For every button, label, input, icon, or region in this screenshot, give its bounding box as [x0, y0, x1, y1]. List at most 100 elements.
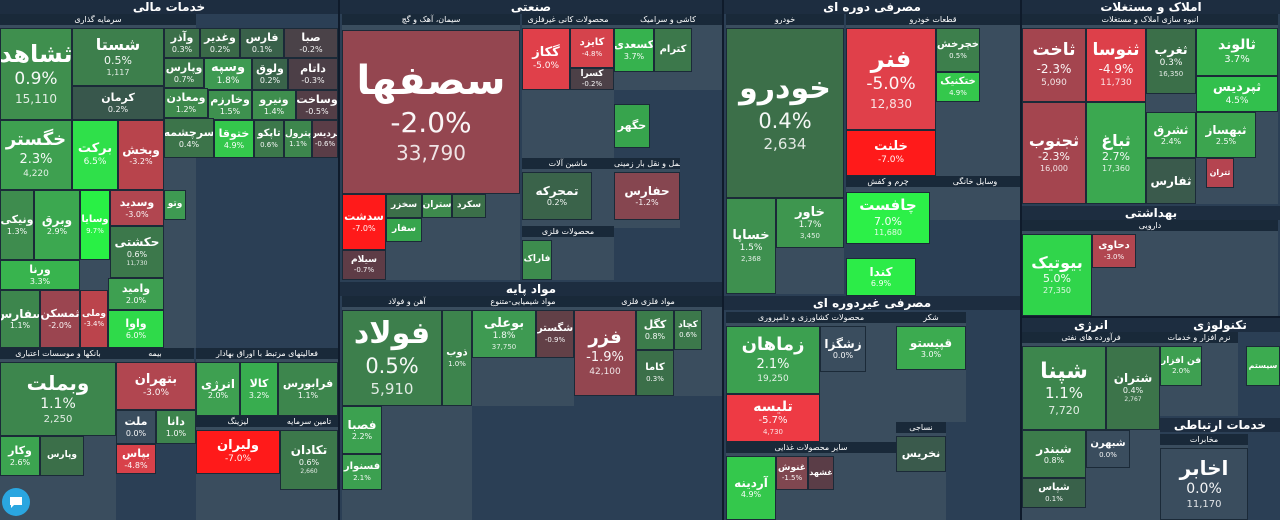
stock-tile[interactable]: کگل 0.8% — [636, 310, 674, 350]
stock-tile[interactable]: آردینه 4.9% — [726, 456, 776, 520]
stock-tile[interactable]: ومعادن 1.2% — [164, 88, 208, 118]
stock-tile[interactable]: خگستر 2.3% 4,220 — [0, 120, 72, 190]
stock-tile[interactable]: وآذر 0.3% — [164, 28, 200, 58]
stock-tile[interactable]: فارس 0.1% — [240, 28, 284, 58]
stock-tile[interactable]: وتو — [164, 190, 186, 220]
stock-tile[interactable]: وسایا 9.7% — [80, 190, 110, 260]
stock-tile[interactable]: وپارس 0.7% — [164, 58, 204, 88]
stock-tile[interactable]: ولوق 0.2% — [252, 58, 288, 90]
stock-tile[interactable]: ختکنیک 4.9% — [936, 72, 980, 102]
stock-tile[interactable]: حکشتی 0.6% 11,730 — [110, 226, 164, 278]
stock-tile[interactable]: تمحرکه 0.2% — [522, 172, 592, 220]
stock-tile[interactable]: حگهر — [614, 104, 650, 148]
stock-tile[interactable]: بتهران -3.0% — [116, 362, 196, 410]
stock-tile[interactable]: انرژی 2.0% — [196, 362, 240, 416]
stock-tile[interactable]: ثغرب 0.3% 16,350 — [1146, 28, 1196, 94]
chat-support-button[interactable] — [2, 488, 30, 516]
stock-tile[interactable]: سفار — [386, 218, 422, 242]
stock-tile[interactable]: خلنت -7.0% — [846, 130, 936, 176]
stock-tile[interactable]: سخزر — [386, 194, 422, 218]
stock-tile[interactable]: کایزد -4.8% — [570, 28, 614, 68]
stock-tile[interactable]: ثبهساز 2.5% — [1196, 112, 1256, 158]
stock-tile[interactable]: ثشاهد 0.9% 15,110 — [0, 28, 72, 120]
stock-tile[interactable]: اخابر 0.0% 11,170 — [1160, 448, 1248, 520]
stock-tile[interactable]: غنوش -1.5% — [776, 456, 808, 490]
stock-tile[interactable]: تاپکو 0.6% — [254, 120, 284, 158]
stock-tile[interactable]: بپاس -4.8% — [116, 444, 156, 474]
stock-tile[interactable]: ختوقا 4.9% — [214, 120, 254, 158]
stock-tile[interactable]: وسپه 1.8% — [204, 58, 252, 90]
stock-tile[interactable]: شتران 0.4% 2,767 — [1106, 346, 1160, 430]
stock-tile[interactable]: غشهد — [808, 456, 834, 490]
stock-tile[interactable]: دحاوی -3.0% — [1092, 234, 1136, 268]
stock-tile[interactable]: وپارس — [40, 436, 84, 476]
stock-tile[interactable]: ثباغ 2.7% 17,360 — [1086, 102, 1146, 204]
stock-tile[interactable]: ذوب 1.0% — [442, 310, 472, 406]
stock-tile[interactable]: ستران — [422, 194, 452, 218]
stock-tile[interactable]: زماهان 2.1% 19,250 — [726, 326, 820, 394]
stock-tile[interactable]: حفارس -1.2% — [614, 172, 680, 220]
stock-tile[interactable]: خچرخش 0.5% — [936, 28, 980, 72]
stock-tile[interactable]: کاما 0.3% — [636, 350, 674, 396]
stock-tile[interactable]: داتام -0.3% — [288, 58, 338, 90]
stock-tile[interactable]: سیلام -0.7% — [342, 250, 386, 280]
stock-tile[interactable]: وملی -3.4% — [80, 290, 108, 348]
stock-tile[interactable]: خاور 1.7% 3,450 — [776, 198, 844, 248]
stock-tile[interactable]: وساخت -0.5% — [296, 90, 338, 120]
stock-tile[interactable]: ونیکی 1.3% — [0, 190, 34, 260]
stock-tile[interactable]: کسرا -0.2% — [570, 68, 614, 90]
stock-tile[interactable]: کسعدی 3.7% — [614, 28, 654, 72]
stock-tile[interactable]: ثتران — [1206, 158, 1234, 188]
stock-tile[interactable]: فن افزار 2.0% — [1160, 346, 1202, 386]
stock-tile[interactable]: فنر -5.0% 12,830 — [846, 28, 936, 130]
stock-tile[interactable]: وبخش -3.2% — [118, 120, 164, 190]
stock-tile[interactable]: نخریس — [896, 436, 946, 472]
stock-tile[interactable]: کچاد 0.6% — [674, 310, 702, 350]
stock-tile[interactable]: ثمسکن -2.0% — [40, 290, 80, 348]
stock-tile[interactable]: فولاد 0.5% 5,910 — [342, 310, 442, 406]
stock-tile[interactable]: شستا 0.5% 1,117 — [72, 28, 164, 86]
stock-tile[interactable]: پترول 1.1% — [284, 120, 312, 158]
stock-tile[interactable]: کالا 3.2% — [240, 362, 278, 416]
stock-tile[interactable]: دانا 1.0% — [156, 410, 196, 444]
stock-tile[interactable]: فزر -1.9% 42,100 — [574, 310, 636, 396]
stock-tile[interactable]: ثالوند 3.7% — [1196, 28, 1278, 76]
stock-tile[interactable]: ملت 0.0% — [116, 410, 156, 444]
stock-tile[interactable]: وبملت 1.1% 2,250 — [0, 362, 116, 436]
stock-tile[interactable]: ثنوسا -4.9% 11,730 — [1086, 28, 1146, 102]
stock-tile[interactable]: سیستم — [1246, 346, 1280, 386]
stock-tile[interactable]: وسدید -3.0% — [110, 190, 164, 226]
stock-tile[interactable]: وکار 2.6% — [0, 436, 40, 476]
stock-tile[interactable]: ثجنوب -2.3% 16,000 — [1022, 102, 1086, 204]
stock-tile[interactable]: سدشت -7.0% — [342, 194, 386, 250]
stock-tile[interactable]: ثفارس — [1146, 158, 1196, 204]
stock-tile[interactable]: ثشرق 2.4% — [1146, 112, 1196, 158]
stock-tile[interactable]: کرمان 0.2% — [72, 86, 164, 120]
stock-tile[interactable]: کندا 6.9% — [846, 258, 916, 296]
stock-tile[interactable]: کترام — [654, 28, 692, 72]
stock-tile[interactable]: شپنا 1.1% 7,720 — [1022, 346, 1106, 430]
stock-tile[interactable]: ورنا 3.3% — [0, 260, 80, 290]
stock-tile[interactable]: چافست 7.0% 11,680 — [846, 192, 930, 244]
stock-tile[interactable]: سرچشمه 0.4% — [164, 118, 214, 158]
stock-tile[interactable]: فسنوار 2.1% — [342, 454, 382, 490]
stock-tile[interactable]: فصبا 2.2% — [342, 406, 382, 454]
stock-tile[interactable]: سصفها -2.0% 33,790 — [342, 30, 520, 194]
stock-tile[interactable]: گکاز -5.0% — [522, 28, 570, 90]
stock-tile[interactable]: ثاخت -2.3% 5,090 — [1022, 28, 1086, 102]
stock-tile[interactable]: تکادان 0.6% 2,660 — [280, 430, 338, 490]
stock-tile[interactable]: ثپردیس 4.5% — [1196, 76, 1278, 112]
stock-tile[interactable]: شپاس 0.1% — [1022, 478, 1086, 508]
stock-tile[interactable]: شبهرن 0.0% — [1086, 430, 1130, 468]
stock-tile[interactable]: سکرد — [452, 194, 486, 218]
stock-tile[interactable]: قپیستو 3.0% — [896, 326, 966, 370]
stock-tile[interactable]: تلیسه -5.7% 4,730 — [726, 394, 820, 442]
stock-tile[interactable]: پردیس-0.6% — [312, 120, 338, 158]
stock-tile[interactable]: برکت 6.5% — [72, 120, 118, 190]
stock-tile[interactable]: ولیران -7.0% — [196, 430, 280, 474]
stock-tile[interactable]: وبرق 2.9% — [34, 190, 80, 260]
stock-tile[interactable]: سفارس1.1% — [0, 290, 40, 348]
stock-tile[interactable]: بیوتیک 5.0% 27,350 — [1022, 234, 1092, 316]
stock-tile[interactable]: ونیرو 1.4% — [252, 90, 296, 120]
stock-tile[interactable]: واوا 6.0% — [108, 310, 164, 348]
